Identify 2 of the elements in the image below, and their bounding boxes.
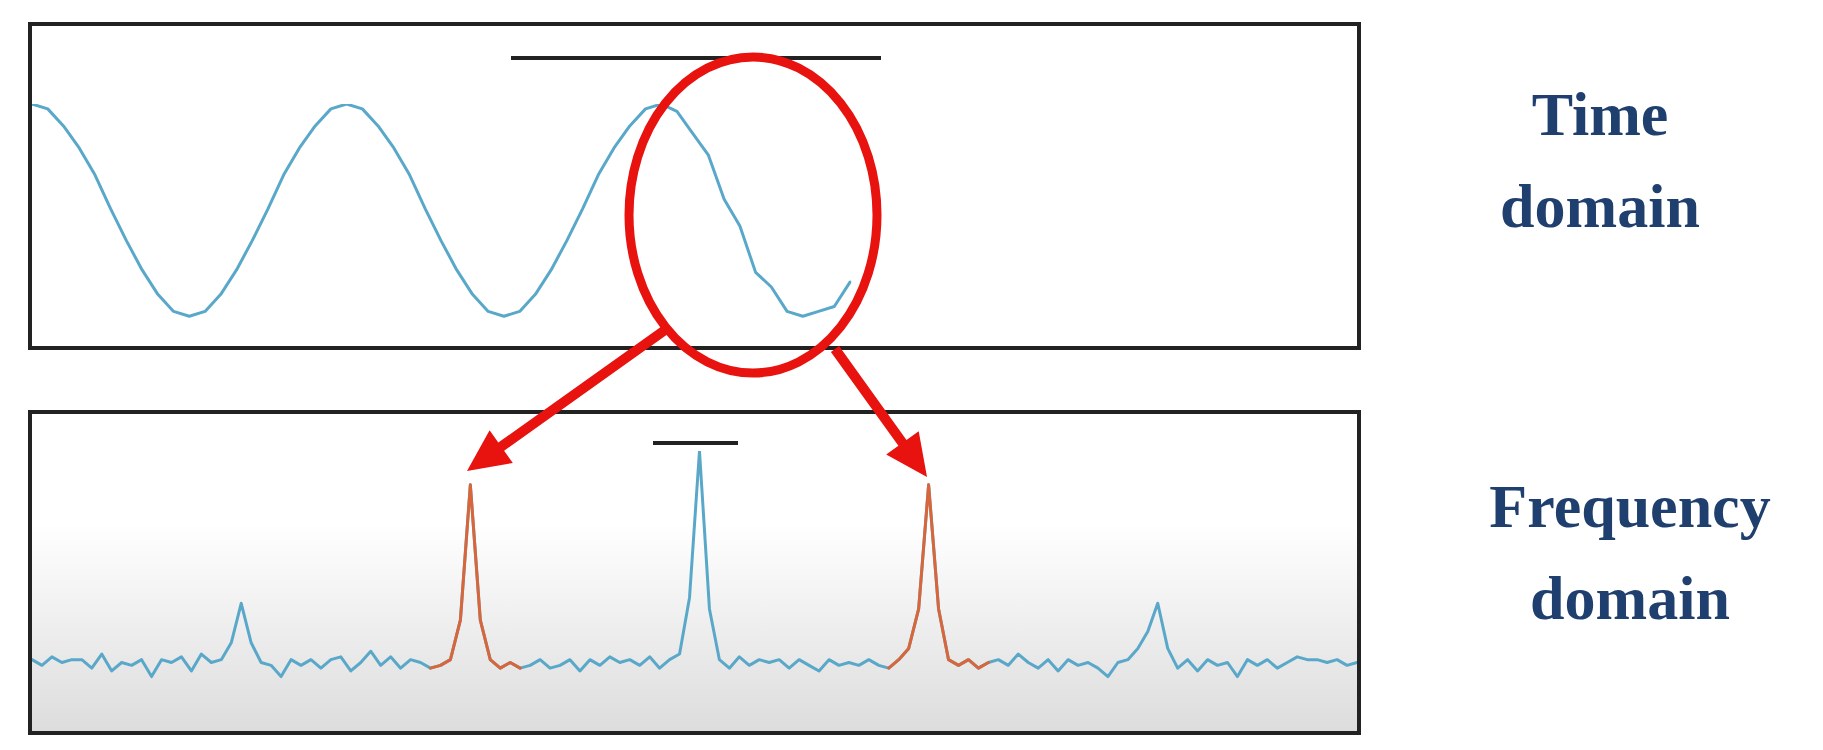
text: Frequency domain (1488, 471, 1772, 634)
text: Time domain (1499, 79, 1701, 242)
